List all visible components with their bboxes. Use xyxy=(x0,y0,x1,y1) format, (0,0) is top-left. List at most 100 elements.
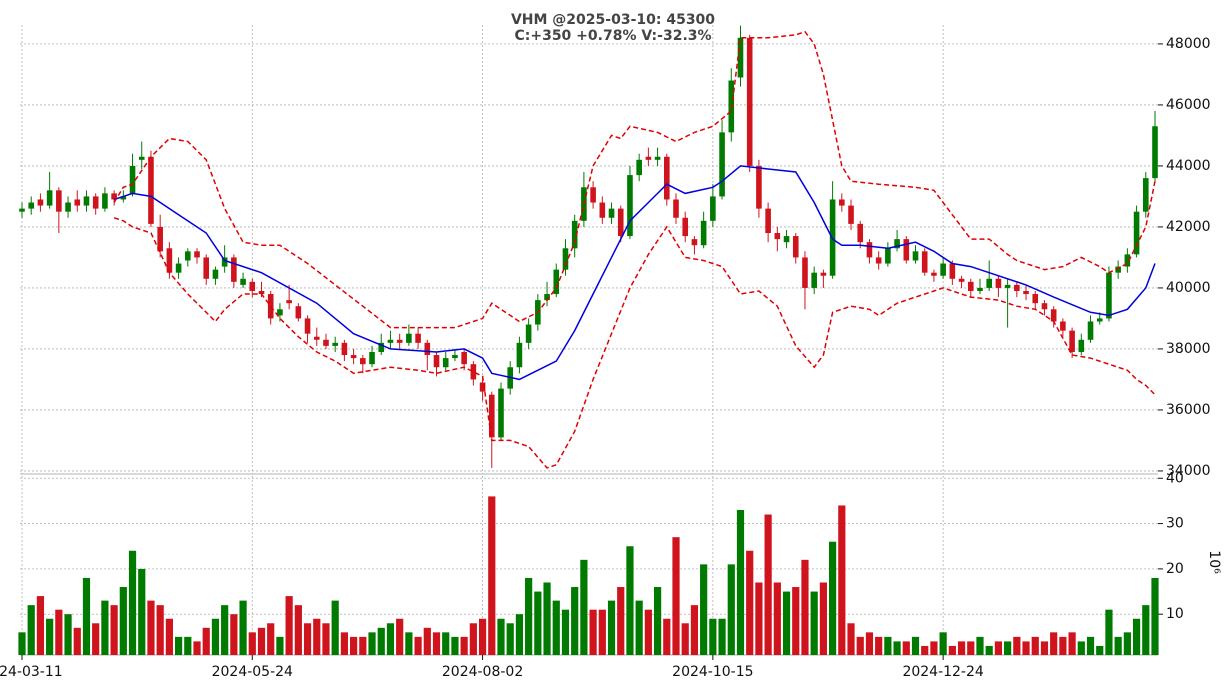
volume-bar xyxy=(64,614,72,655)
volume-bar xyxy=(239,600,247,655)
candle-body xyxy=(544,294,550,301)
volume-bar xyxy=(1068,632,1076,655)
candle-body xyxy=(719,132,725,197)
volume-bar xyxy=(773,582,781,655)
volume-bar xyxy=(414,636,422,655)
y-tick-label: 40000 xyxy=(1166,280,1211,296)
candle-body xyxy=(820,272,827,276)
volume-bar xyxy=(829,541,837,655)
volume-unit: 10⁶ xyxy=(1206,550,1222,574)
volume-bar xyxy=(746,550,754,655)
candle-body xyxy=(654,156,661,160)
volume-bar xyxy=(856,636,864,655)
candle-body xyxy=(1152,126,1158,179)
candle-body xyxy=(700,220,707,246)
candle-body xyxy=(1014,284,1020,291)
volume-bar xyxy=(285,596,293,655)
volume-bar xyxy=(727,564,735,655)
candle-body xyxy=(1124,254,1131,267)
volume-bar xyxy=(1132,618,1141,655)
candle-body xyxy=(839,199,845,206)
y-tick-label: 36000 xyxy=(1166,402,1211,418)
volume-bar xyxy=(515,614,524,655)
volume-bar xyxy=(801,559,809,655)
candle-body xyxy=(120,196,127,200)
candle-body xyxy=(286,300,292,304)
volume-bar xyxy=(294,605,302,655)
candle-body xyxy=(1023,290,1029,295)
volume-bar xyxy=(1105,609,1113,655)
volume-bar xyxy=(948,645,956,655)
candle-body xyxy=(231,257,237,282)
y-tick-label: 34000 xyxy=(1166,463,1211,479)
candle-body xyxy=(1050,309,1057,322)
volume-bar xyxy=(994,641,1003,655)
candle-body xyxy=(1004,284,1011,288)
volume-bar xyxy=(561,609,570,655)
candle-body xyxy=(811,272,817,288)
candle-body xyxy=(360,358,366,365)
candle-body xyxy=(590,187,596,203)
volume-bar xyxy=(469,623,477,655)
candle-body xyxy=(157,226,163,252)
candle-body xyxy=(682,217,689,237)
candle-body xyxy=(138,156,145,160)
volume-bar xyxy=(626,546,634,655)
candle-body xyxy=(617,208,624,237)
volume-bar xyxy=(313,618,321,655)
x-tick-label: 2024-10-15 xyxy=(672,664,753,680)
candle-body xyxy=(387,339,394,343)
volume-bar xyxy=(690,605,699,655)
volume-bar xyxy=(92,623,100,655)
volume-bar xyxy=(396,618,404,655)
volume-bar xyxy=(847,623,855,655)
volume-bar xyxy=(893,641,901,655)
volume-bar xyxy=(1059,636,1067,655)
candle-body xyxy=(792,236,799,258)
y-tick-label: 10 xyxy=(1166,606,1184,622)
volume-bar xyxy=(782,591,791,655)
volume-bar xyxy=(442,632,450,655)
candle-body xyxy=(949,263,956,279)
candle-body xyxy=(977,287,983,291)
candle-body xyxy=(83,196,90,206)
volume-bar xyxy=(939,632,947,655)
bollinger-band xyxy=(113,30,1156,329)
volume-bar xyxy=(1096,645,1104,655)
candle-body xyxy=(323,339,329,346)
candle-body xyxy=(673,199,679,218)
volume-bar xyxy=(1151,577,1159,655)
candle-body xyxy=(636,159,642,176)
volume-bar xyxy=(534,591,542,655)
volume-bar xyxy=(488,496,496,655)
volume-bar xyxy=(276,636,284,655)
volume-bar xyxy=(377,627,385,655)
x-tick-label: 2024-05-24 xyxy=(212,664,293,680)
volume-bar xyxy=(1077,641,1085,655)
volume-bar xyxy=(460,636,468,655)
volume-bar xyxy=(1050,632,1058,655)
volume-bar xyxy=(635,600,643,655)
volume-bar xyxy=(55,609,63,655)
y-tick-label: 38000 xyxy=(1166,341,1211,357)
candle-body xyxy=(663,156,670,200)
volume-bar xyxy=(202,627,210,655)
candle-body xyxy=(148,156,154,224)
candle-body xyxy=(442,358,449,368)
volume-bar xyxy=(865,632,874,655)
volume-bar xyxy=(718,618,726,655)
candle-body xyxy=(194,251,200,258)
candle-body xyxy=(627,175,633,237)
chart-subtitle: C:+350 +0.78% V:-32.3% xyxy=(514,28,711,44)
volume-bar xyxy=(248,632,256,655)
candle-body xyxy=(479,382,486,392)
volume-bar xyxy=(497,618,505,655)
candle-body xyxy=(74,199,81,206)
y-tick-label: 40 xyxy=(1166,470,1184,486)
candle-body xyxy=(396,339,403,343)
candle-body xyxy=(65,202,71,212)
candle-body xyxy=(203,257,210,279)
x-tick-label: 2024-03-11 xyxy=(0,664,63,680)
candle-body xyxy=(1078,339,1085,352)
